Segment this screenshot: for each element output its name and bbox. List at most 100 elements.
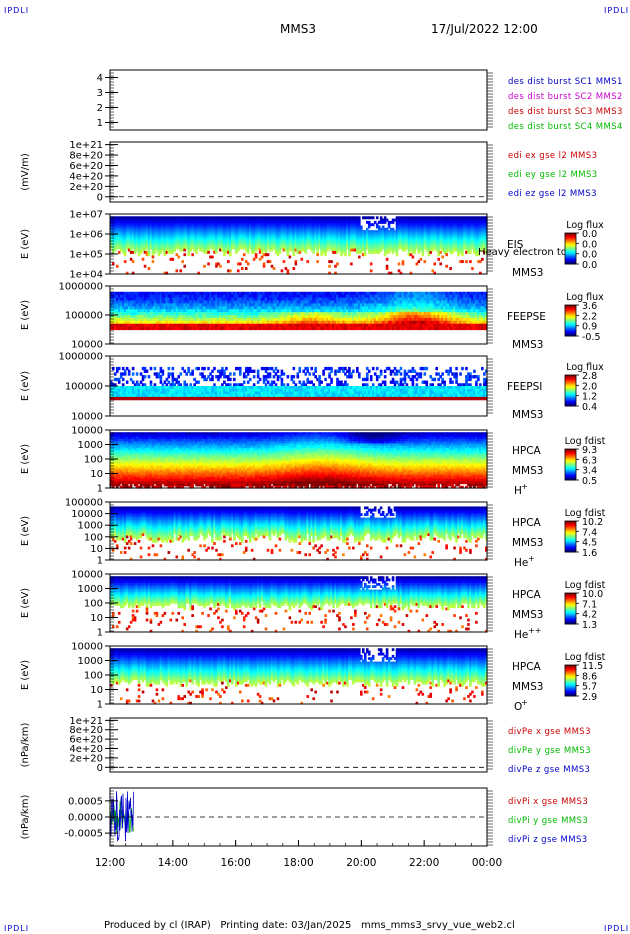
feepsi-spacecraft: MMS3: [512, 409, 543, 421]
hpca_h-colorbar-label: 9.3: [582, 445, 597, 456]
edi-legend-entry: edi ey gse l2 MMS3: [508, 170, 598, 180]
eis-colorbar-label: 0.0: [582, 239, 597, 250]
hpca_he1-spectrogram: [110, 506, 488, 561]
hpca_he1-colorbar-title: Log fdist: [565, 508, 606, 519]
hpca_o-colorbar-label: 11.5: [582, 661, 603, 672]
ytick-label: 1: [97, 628, 103, 639]
ytick-label: 1000000: [58, 352, 103, 363]
panel-feepsi: 1000000 100000 10000 E (eV) FEEPSI MMS3 Log fl…: [20, 352, 604, 423]
feepsi-colorbar-title: Log flux: [566, 362, 604, 373]
bottom-right-tag: IPDLI: [604, 924, 629, 933]
divpe-ylabel: (nPa/km): [20, 723, 31, 768]
divpe-legend-entry: divPe x gse MMS3: [508, 727, 591, 737]
feepsi-colorbar-label: 1.2: [582, 392, 597, 403]
footer-printing: Printing date: 03/Jan/2025: [220, 920, 351, 931]
ytick-label: 10000: [71, 412, 103, 423]
ytick-label: 1e+07: [69, 210, 103, 221]
minor-ticks: [110, 720, 493, 770]
hpca_o-colorbar-label: 2.9: [582, 692, 597, 703]
ytick-label: 1000000: [58, 282, 103, 293]
top-right-tag: IPDLI: [604, 6, 629, 15]
ytick-label: 10: [90, 613, 103, 624]
ytick-label: 0: [97, 192, 103, 203]
minor-ticks: [110, 216, 493, 272]
hpca_h-colorbar-label: 0.5: [582, 476, 597, 487]
ytick-label: 100000: [65, 498, 103, 509]
eis-colorbar: [564, 232, 579, 265]
ytick-label: 100: [84, 455, 103, 466]
divpi-legend-entry: divPi x gse MMS3: [508, 797, 588, 807]
ytick-label: 0.0005: [68, 796, 103, 807]
hpca_h-species: H: [514, 485, 522, 497]
eis-spacecraft: MMS3: [512, 267, 543, 279]
ytick-label: 4: [97, 73, 103, 84]
feepsi-ylabel: E (eV): [20, 371, 31, 401]
burst-legend-entry: des dist burst SC4 MMS4: [508, 122, 623, 132]
hpca_o-colorbar-label: 5.7: [582, 682, 597, 693]
hpca_o-instrument: HPCA: [512, 661, 542, 673]
hpca_he1-frame: [109, 501, 488, 561]
hpca_o-species: O: [514, 701, 522, 713]
xtick-label: 12:00: [95, 857, 125, 869]
ytick-label: 1000: [78, 440, 103, 451]
divpi-ylabel: (nPa/km): [20, 795, 31, 840]
ytick-label: 8e+20: [69, 725, 103, 736]
divpi-trace-z: [109, 791, 134, 842]
edi-ylabel: (mV/m): [20, 153, 31, 191]
feepse-colorbar-title: Log flux: [566, 292, 604, 303]
hpca_he1-instrument: HPCA: [512, 517, 542, 529]
time-axis: 12:00 14:00 16:00 18:00 20:00 22:00 00:00: [95, 840, 502, 869]
ytick-label: 6e+20: [69, 161, 103, 172]
burst-legend-entry: des dist burst SC1 MMS1: [508, 77, 623, 87]
minor-ticks: [110, 72, 493, 128]
xtick-label: 18:00: [283, 857, 313, 869]
ytick-label: 0: [97, 763, 103, 774]
ytick-label: 1000: [78, 584, 103, 595]
feepse-spectrogram: [110, 291, 488, 331]
ytick-label: 100000: [65, 311, 103, 322]
feepse-spacecraft: MMS3: [512, 339, 543, 351]
eis-colorbar-label: 0.0: [582, 250, 597, 261]
divpe-frame: [109, 717, 488, 773]
eis-spectrogram: [110, 216, 488, 275]
ytick-label: 1: [97, 118, 103, 129]
top-left-tag: IPDLI: [4, 6, 29, 15]
feepse-instrument: FEEPSE: [507, 311, 546, 323]
hpca_o-colorbar-label: 8.6: [582, 671, 597, 682]
hpca_he1-colorbar-label: 10.2: [582, 517, 603, 528]
ytick-label: 2e+20: [69, 182, 103, 193]
eis-colorbar-title: Log flux: [566, 220, 604, 231]
panel-divpi: 0.0005 0.0000 -0.0005 (nPa/km) divPi x gse M…: [20, 787, 588, 847]
ytick-label: 1: [97, 700, 103, 711]
ytick-label: 100: [84, 671, 103, 682]
bottom-left-tag: IPDLI: [4, 924, 29, 933]
xtick-label: 00:00: [472, 857, 502, 869]
hpca_he2-ylabel: E (eV): [20, 588, 31, 618]
feepsi-spectrogram: [110, 366, 488, 401]
hpca_h-charge: +: [521, 482, 528, 491]
hpca_he2-colorbar-label: 7.1: [582, 599, 597, 610]
hpca_he1-colorbar-label: 1.6: [582, 548, 597, 559]
burst-legend-entry: des dist burst SC2 MMS2: [508, 92, 623, 102]
hpca_h-colorbar-title: Log fdist: [565, 436, 606, 447]
edi-frame: [109, 141, 488, 203]
edi-legend-entry: edi ex gse l2 MMS3: [508, 151, 597, 161]
hpca_h-instrument: HPCA: [512, 445, 542, 457]
ytick-label: 10000: [71, 642, 103, 653]
ytick-label: -0.0005: [64, 829, 103, 840]
panel-hpca_he2: 10000 1000 100 10 1 E (eV) HPCA MMS3 He ++ Log fdi…: [20, 570, 606, 642]
footer: Produced by cl (IRAP) Printing date: 03/…: [104, 920, 515, 931]
spacecraft-title: MMS3: [280, 22, 316, 36]
ytick-label: 100: [84, 532, 103, 543]
ytick-label: 6e+20: [69, 735, 103, 746]
minor-ticks: [110, 504, 493, 560]
hpca_h-colorbar-label: 6.3: [582, 455, 597, 466]
ytick-label: 10000: [71, 340, 103, 351]
hpca_he2-instrument: HPCA: [512, 589, 542, 601]
feepse-colorbar-label: 2.2: [582, 311, 597, 322]
xtick-label: 14:00: [158, 857, 188, 869]
ytick-label: 0.0000: [68, 813, 103, 824]
ytick-label: 1: [97, 484, 103, 495]
